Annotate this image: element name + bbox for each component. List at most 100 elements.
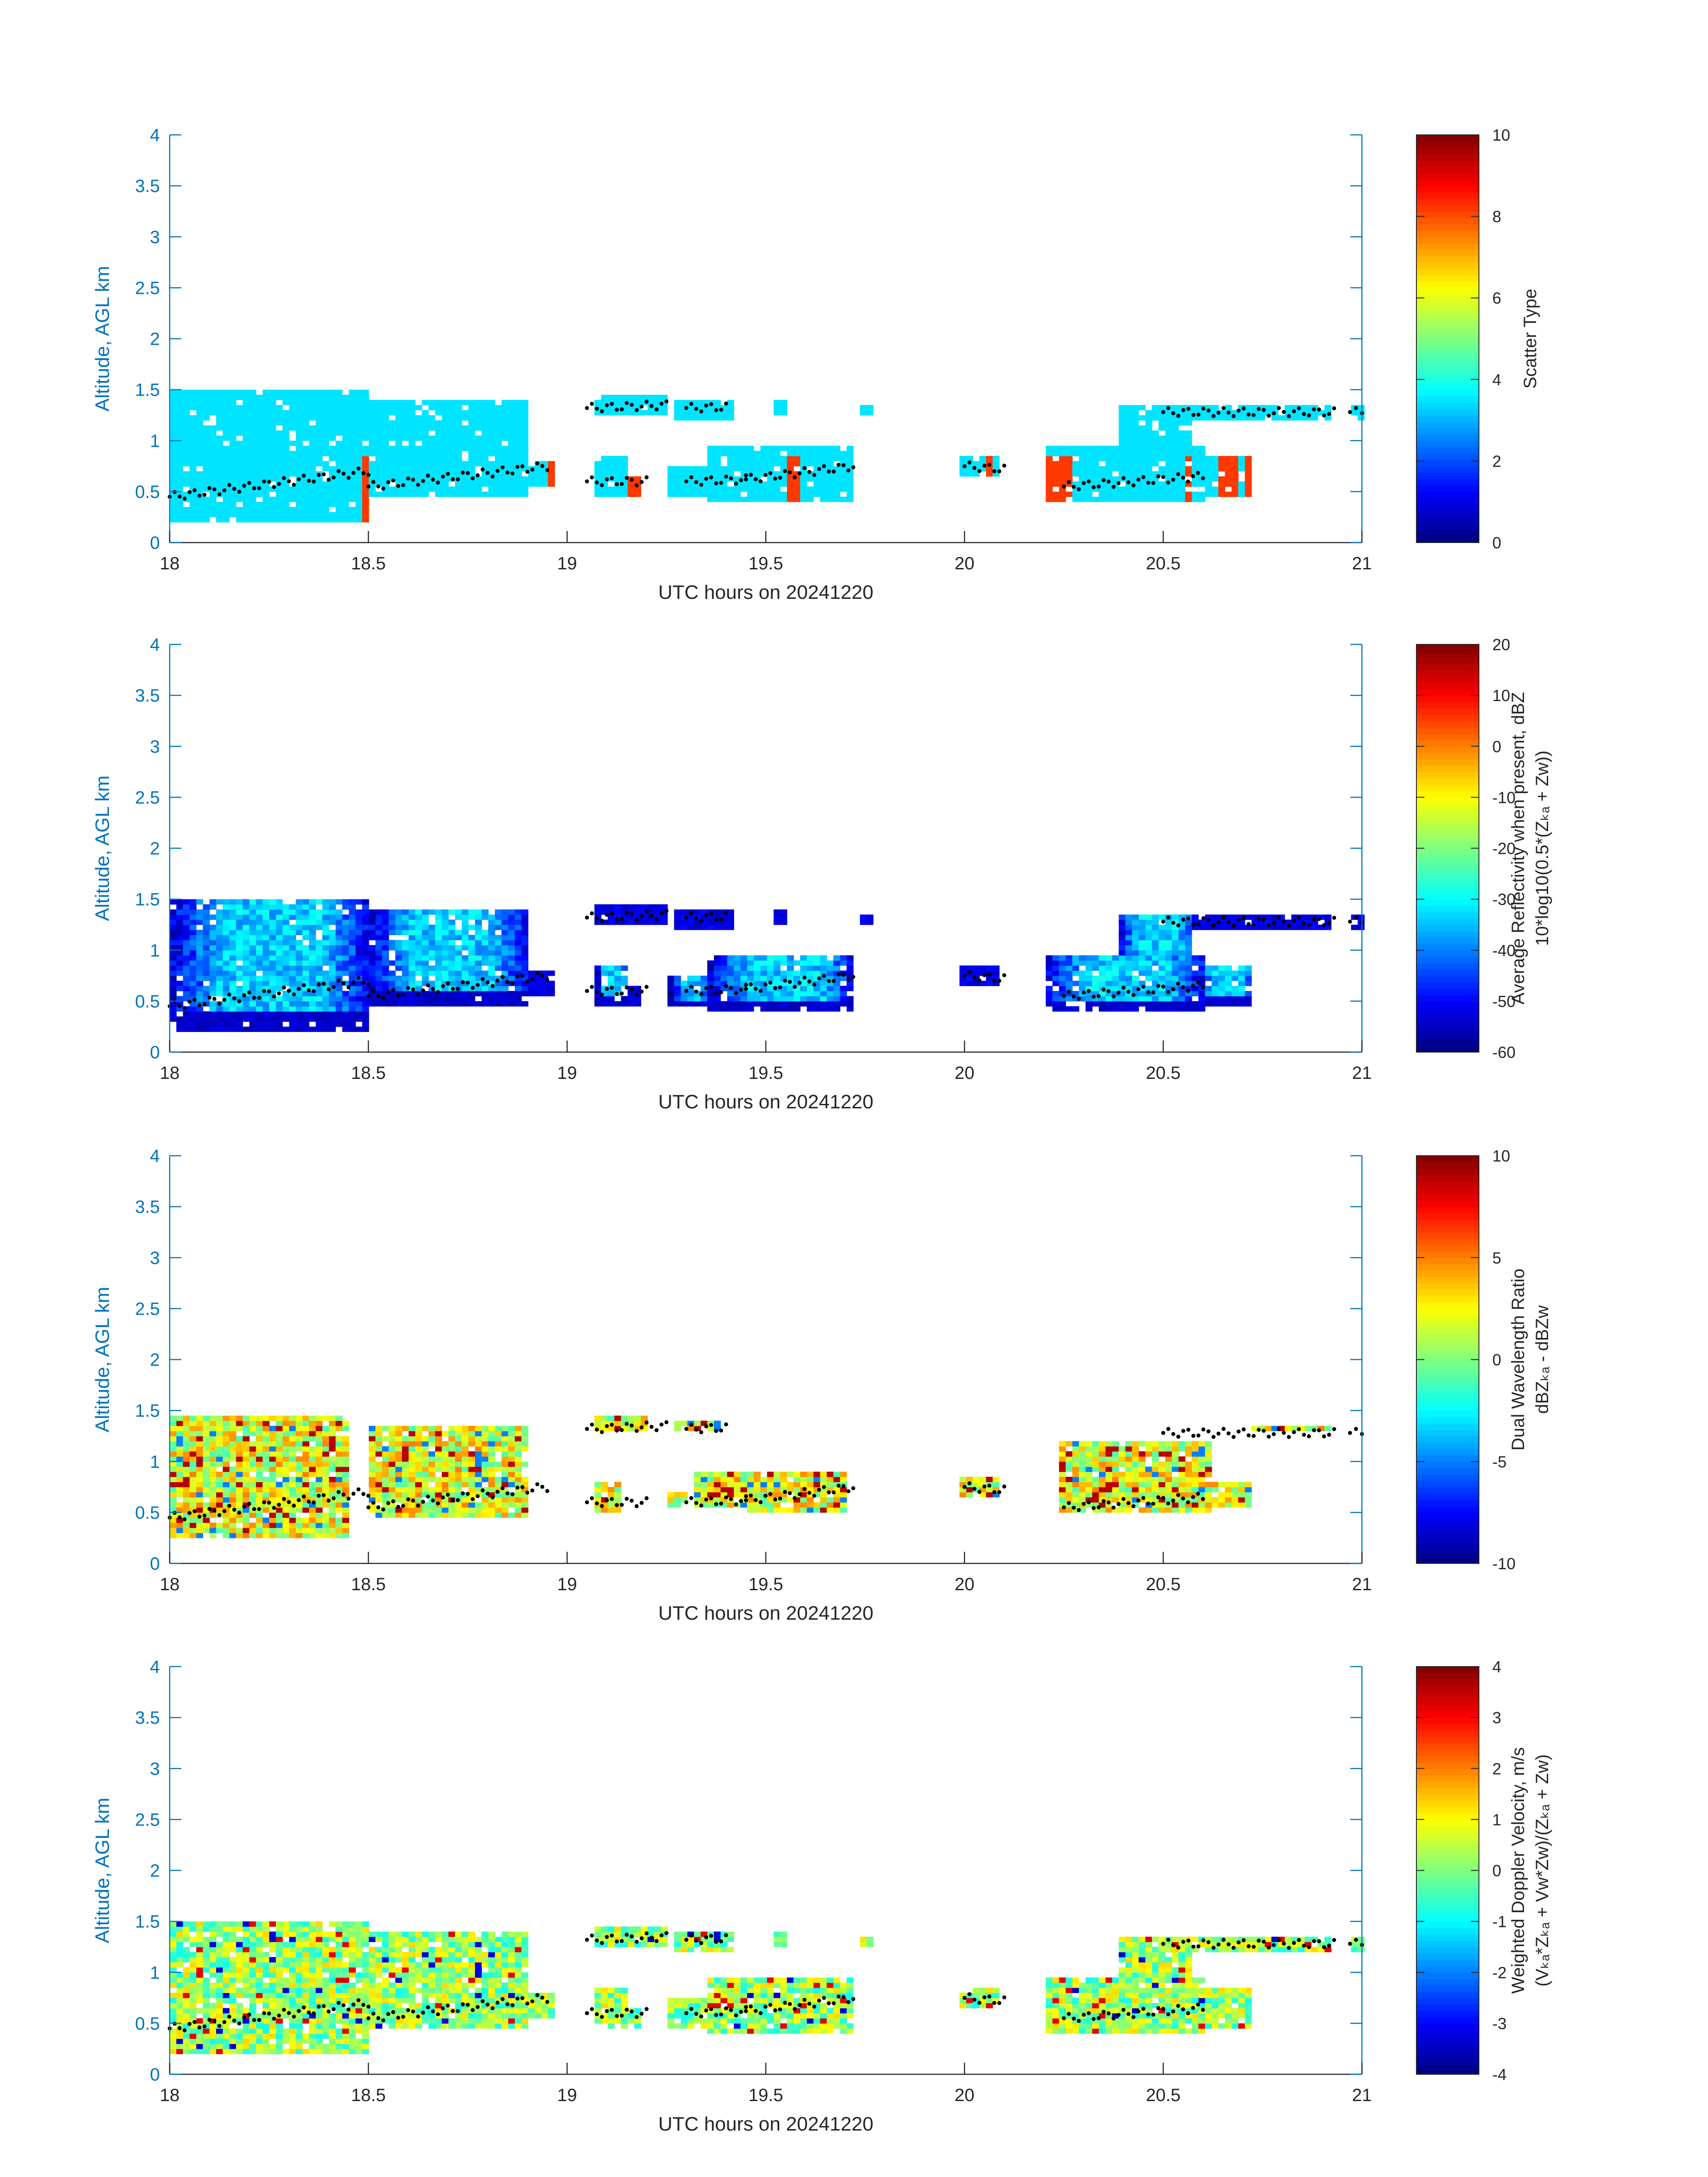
heatmap-cell: [209, 1522, 217, 1528]
heatmap-cell: [813, 970, 821, 976]
heatmap-cell: [681, 486, 688, 492]
heatmap-cell: [349, 1006, 356, 1012]
heatmap-cell: [222, 940, 230, 945]
marker-dot: [1067, 480, 1071, 485]
heatmap-cell: [276, 1016, 283, 1022]
heatmap-cell: [309, 440, 316, 446]
heatmap-cell: [183, 471, 190, 477]
heatmap-cell: [229, 501, 237, 507]
heatmap-cell: [269, 435, 276, 441]
marker-dot: [625, 910, 629, 915]
heatmap-cell: [820, 491, 827, 497]
heatmap-cell: [329, 899, 336, 905]
heatmap-cell: [760, 497, 768, 502]
heatmap-cell: [176, 1471, 184, 1477]
marker-dot: [802, 466, 807, 470]
marker-dot: [748, 982, 753, 986]
heatmap-cell: [501, 935, 509, 940]
heatmap-cell: [402, 965, 409, 971]
heatmap-cell: [209, 1451, 217, 1457]
heatmap-cell: [196, 1431, 203, 1437]
heatmap-cell: [1172, 461, 1179, 467]
heatmap-cell: [1125, 950, 1132, 956]
heatmap-cell: [282, 420, 290, 426]
marker-dot: [182, 1006, 187, 1010]
heatmap-cell: [196, 486, 203, 492]
heatmap-cell: [256, 461, 263, 467]
heatmap-cell: [1125, 405, 1132, 410]
heatmap-cell: [753, 486, 761, 492]
heatmap-cell: [322, 970, 330, 976]
heatmap-cell: [263, 899, 270, 905]
colorbar-swatch: [1416, 409, 1479, 416]
heatmap-cell: [375, 919, 383, 925]
heatmap-cell: [455, 935, 462, 940]
heatmap-cell: [462, 491, 469, 497]
heatmap-cell: [800, 955, 807, 961]
heatmap-cell: [249, 1016, 256, 1022]
heatmap-cell: [1125, 486, 1132, 492]
colorbar-swatch: [1416, 1020, 1479, 1027]
heatmap-cell: [263, 965, 270, 971]
heatmap-cell: [1211, 476, 1219, 482]
heatmap-cell: [787, 991, 794, 997]
heatmap-cell: [1178, 996, 1186, 1002]
heatmap-cell: [269, 451, 276, 456]
heatmap-cell: [468, 425, 476, 431]
heatmap-cell: [462, 400, 469, 405]
heatmap-cell: [840, 975, 847, 981]
heatmap-cell: [1244, 466, 1252, 472]
marker-dot: [851, 465, 856, 469]
heatmap-cell: [780, 481, 787, 487]
heatmap-cell: [256, 1006, 263, 1012]
heatmap-cell: [707, 486, 714, 492]
heatmap-cell: [501, 486, 509, 492]
heatmap-cell: [1045, 491, 1053, 497]
heatmap-cell: [1152, 440, 1159, 446]
heatmap-cell: [687, 415, 694, 421]
heatmap-cell: [793, 975, 801, 981]
heatmap-cell: [329, 471, 336, 477]
heatmap-cell: [316, 991, 323, 997]
heatmap-cell: [1132, 919, 1139, 925]
heatmap-cell: [1205, 461, 1212, 467]
marker-dot: [827, 979, 831, 983]
heatmap-cell: [734, 491, 741, 497]
heatmap-cell: [236, 476, 243, 482]
colorbar-swatch: [1416, 912, 1479, 919]
heatmap-cell: [727, 955, 734, 961]
heatmap-cell: [222, 415, 230, 421]
heatmap-cell: [634, 904, 641, 910]
heatmap-cell: [362, 512, 369, 518]
heatmap-cell: [468, 481, 476, 487]
heatmap-cell: [1172, 935, 1179, 940]
marker-dot: [530, 468, 535, 472]
heatmap-cell: [302, 486, 309, 492]
heatmap-cell: [528, 481, 535, 487]
heatmap-cell: [289, 425, 296, 431]
heatmap-cell: [508, 950, 515, 956]
heatmap-cell: [1232, 1001, 1239, 1007]
marker-dot: [729, 986, 733, 990]
heatmap-cell: [442, 950, 449, 956]
heatmap-cell: [1152, 410, 1159, 416]
heatmap-cell: [793, 461, 801, 467]
heatmap-cell: [614, 914, 622, 920]
heatmap-cell: [481, 930, 489, 936]
colorbar-swatch: [1416, 1014, 1479, 1021]
heatmap-cell: [1172, 940, 1179, 945]
colorbar-swatch: [1416, 275, 1479, 282]
marker-dot: [217, 492, 221, 497]
heatmap-cell: [1112, 456, 1119, 461]
heatmap-cell: [415, 930, 422, 936]
heatmap-cell: [1211, 996, 1219, 1002]
heatmap-cell: [329, 446, 336, 451]
marker-dot: [1196, 922, 1201, 926]
heatmap-cell: [442, 975, 449, 981]
marker-dot: [242, 484, 246, 488]
heatmap-cell: [468, 924, 476, 930]
heatmap-cell: [189, 1016, 197, 1022]
heatmap-cell: [641, 395, 648, 400]
heatmap-cell: [1205, 991, 1212, 997]
heatmap-cell: [1158, 996, 1166, 1002]
